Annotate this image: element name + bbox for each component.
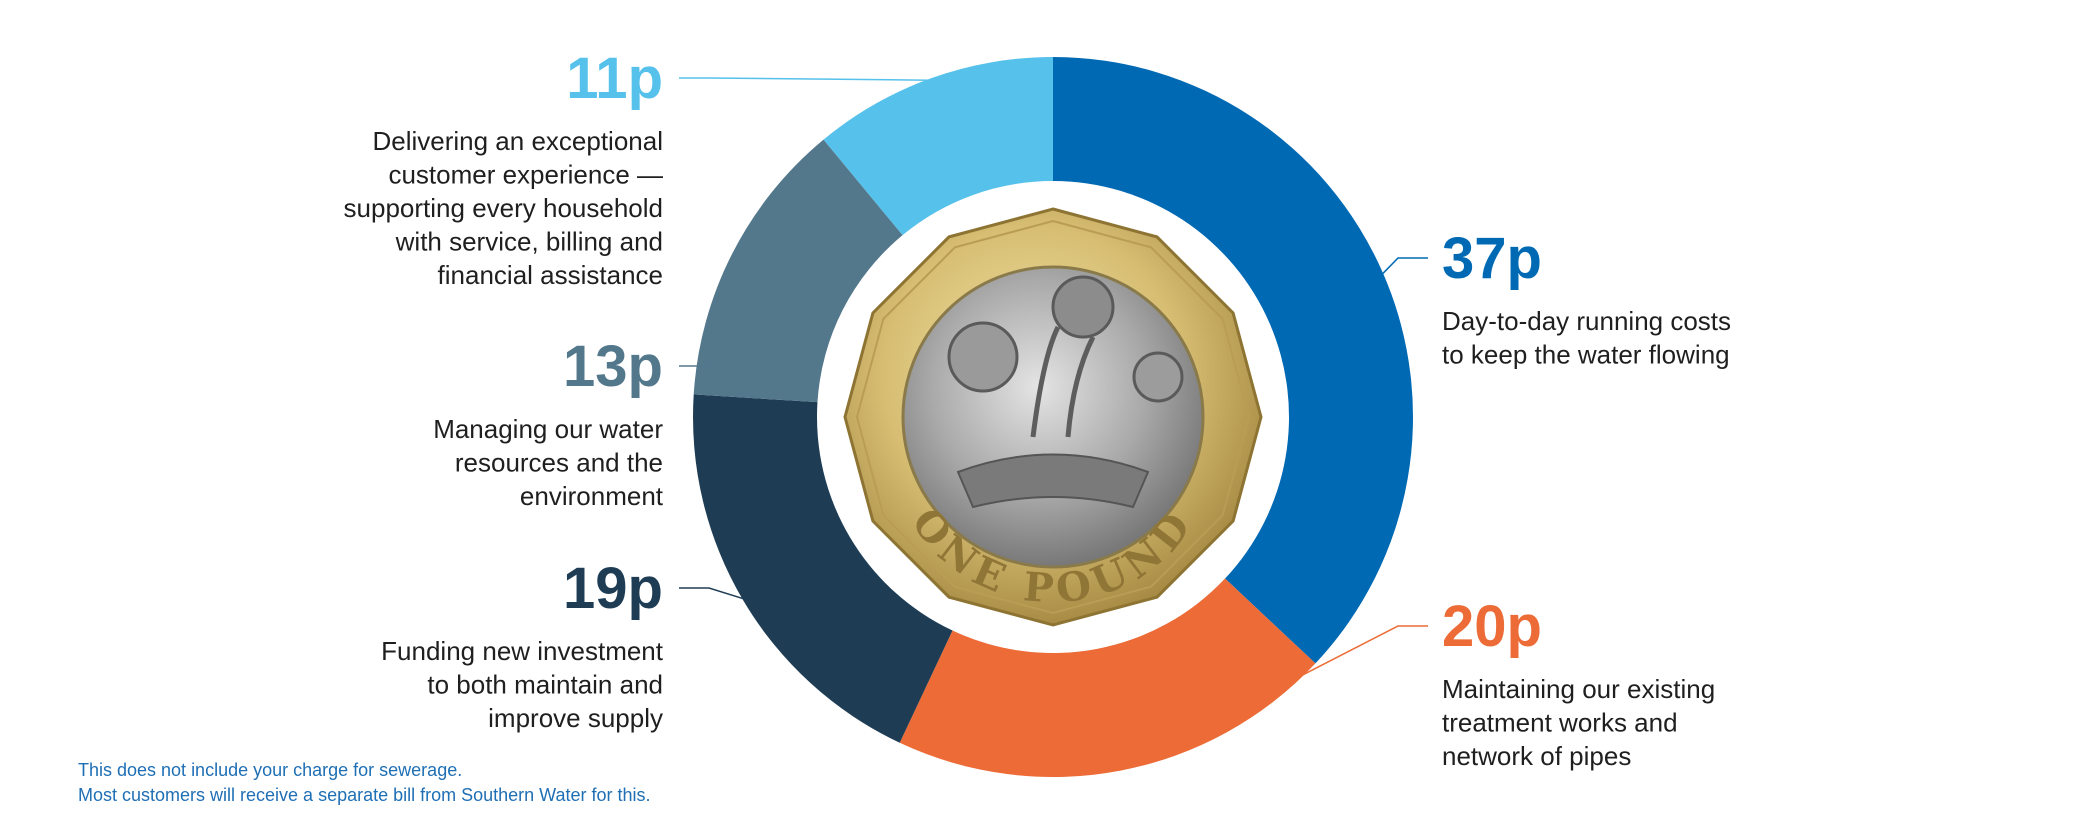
donut-slices [693, 56, 1414, 777]
slice-description-line: improve supply [488, 703, 663, 733]
leader-line-37p [1381, 257, 1428, 276]
slice-20p [899, 578, 1316, 777]
slice-11p [823, 56, 1053, 236]
crown-icon [956, 453, 1150, 509]
slice-value-19p: 19p [563, 556, 663, 621]
leek-icon [1030, 325, 1096, 438]
slice-value-11p: 11p [566, 46, 663, 111]
slice-description-line: Funding new investment [381, 636, 664, 666]
footnote-line-1: This does not include your charge for se… [78, 760, 462, 780]
slice-description-line: Day-to-day running costs [1442, 306, 1731, 336]
slice-description-line: to both maintain and [427, 670, 663, 700]
rose-icon [947, 321, 1019, 393]
slice-description-line: environment [520, 481, 664, 511]
slice-description-line: customer experience — [388, 160, 663, 190]
slice-labels: 37p Day-to-day running costs to keep the w… [344, 46, 1731, 771]
slice-description-line: Delivering an exceptional [372, 126, 663, 156]
slice-description-line: network of pipes [1442, 741, 1631, 771]
shamrock-icon [1132, 351, 1184, 403]
slice-19p [693, 394, 953, 743]
one-pound-coin-image: ONE POUND [843, 207, 1263, 627]
leader-line-13p [679, 254, 735, 367]
leader-lines [679, 77, 1428, 770]
thistle-icon [1051, 275, 1115, 339]
slice-description-line: treatment works and [1442, 708, 1678, 738]
leader-line-19p [679, 587, 746, 600]
slice-description-line: supporting every household [344, 193, 663, 223]
slice-value-37p: 37p [1442, 226, 1542, 291]
slice-description-line: Maintaining our existing [1442, 674, 1715, 704]
leader-line-11p [679, 77, 932, 81]
slice-value-13p: 13p [563, 334, 663, 399]
slice-description-line: with service, billing and [395, 227, 663, 257]
leader-line-20p [1119, 625, 1428, 770]
footnote-line-2: Most customers will receive a separate b… [78, 785, 651, 805]
coin-rim [855, 219, 1251, 615]
slice-description-line: to keep the water flowing [1442, 340, 1730, 370]
slice-37p [1053, 57, 1414, 664]
slice-description-line: resources and the [455, 448, 663, 478]
slice-description-line: Managing our water [433, 414, 663, 444]
slice-13p [693, 139, 903, 403]
slice-description-line: financial assistance [438, 260, 663, 290]
slice-value-20p: 20p [1442, 594, 1542, 659]
